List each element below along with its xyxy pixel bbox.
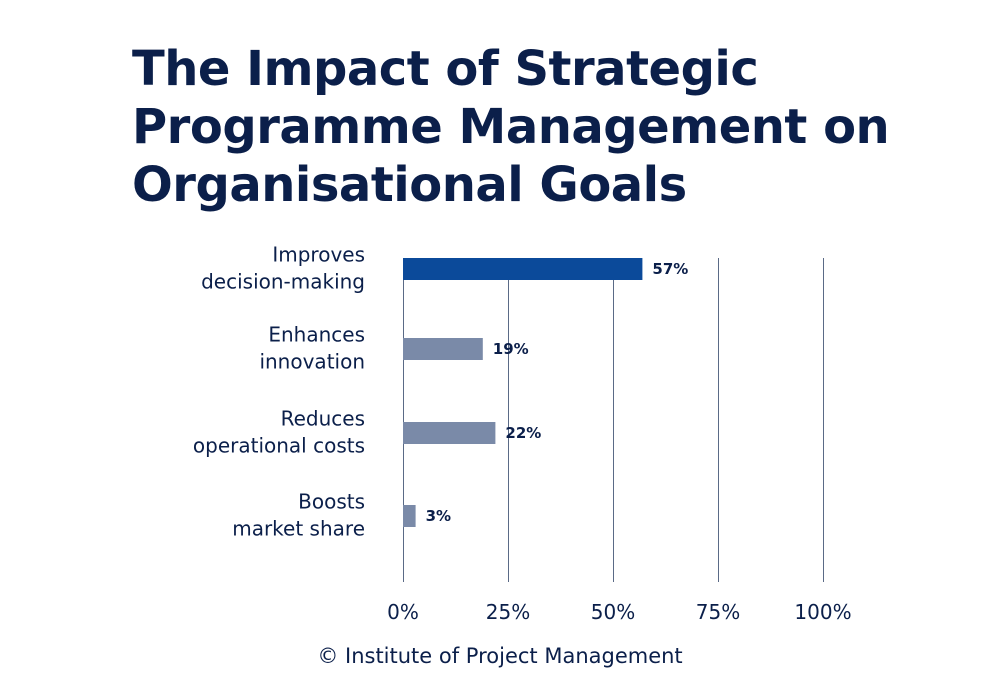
value-label-1: 19% — [493, 340, 529, 358]
gridlines — [403, 258, 824, 582]
tick-label-1: 25% — [486, 600, 530, 624]
category-label-3-line-1: market share — [232, 517, 365, 541]
tick-label-3: 75% — [696, 600, 740, 624]
category-label-3-line-0: Boosts — [298, 490, 365, 514]
tick-label-2: 50% — [591, 600, 635, 624]
x-axis-tick-labels: 0% 25% 50% 75% 100% — [387, 600, 851, 624]
category-label-1-line-0: Enhances — [268, 323, 365, 347]
bars — [403, 258, 643, 527]
category-labels: Improves decision-making Enhances innovatio… — [193, 243, 365, 541]
category-label-2-line-1: operational costs — [193, 434, 365, 458]
category-label-0-line-0: Improves — [272, 243, 365, 267]
bar-1 — [403, 338, 483, 360]
value-labels: 57% 19% 22% 3% — [426, 260, 689, 525]
tick-label-0: 0% — [387, 600, 419, 624]
tick-label-4: 100% — [794, 600, 851, 624]
bar-2 — [403, 422, 496, 444]
bar-0 — [403, 258, 643, 280]
category-label-2-line-0: Reduces — [281, 407, 365, 431]
bar-3 — [403, 505, 416, 527]
category-label-1-line-1: innovation — [259, 350, 365, 374]
chart-title: The Impact of Strategic Programme Manage… — [132, 41, 890, 213]
value-label-3: 3% — [426, 507, 451, 525]
value-label-2: 22% — [505, 424, 541, 442]
category-label-0-line-1: decision-making — [201, 270, 365, 294]
value-label-0: 57% — [652, 260, 688, 278]
copyright-footer: © Institute of Project Management — [317, 644, 683, 668]
